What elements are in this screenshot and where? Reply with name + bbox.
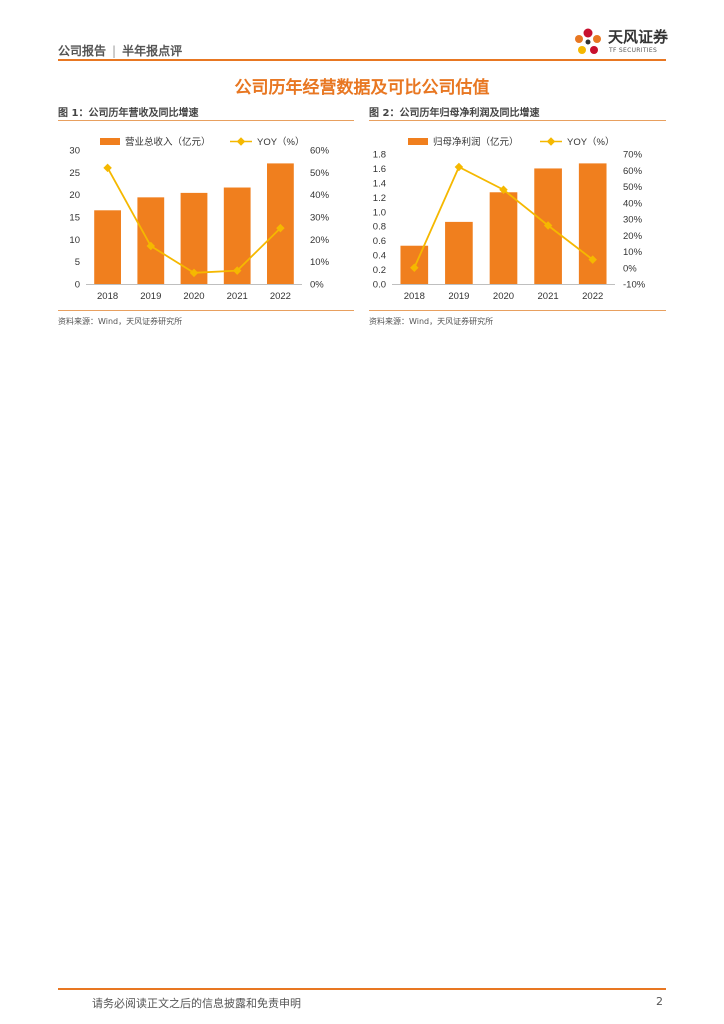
fig2-right-tick-label: 30%	[623, 215, 643, 226]
section-title: 公司历年经营数据及可比公司估值	[234, 78, 490, 98]
figure-2-top-rule	[369, 120, 666, 121]
fig1-legend-bar-label: 营业总收入（亿元）	[125, 136, 211, 148]
flower-logo-icon	[575, 28, 601, 54]
fig2-left-tick-label: 0.6	[373, 236, 386, 247]
fig1-category-label: 2022	[270, 291, 291, 302]
fig1-left-tick-label: 15	[69, 213, 80, 224]
fig1-category-label: 2021	[227, 291, 248, 302]
fig2-yoy-point	[543, 221, 553, 230]
fig2-left-tick-label: 0.8	[373, 222, 386, 233]
fig1-right-tick-label: 20%	[310, 235, 330, 246]
fig1-left-tick-label: 30	[69, 146, 80, 157]
fig2-category-label: 2021	[538, 291, 559, 302]
figure-1-top-rule	[58, 120, 354, 121]
fig1-right-tick-label: 50%	[310, 168, 330, 179]
fig1-category-label: 2018	[97, 291, 118, 302]
brand-logo: 天风证券 TF SECURITIES	[570, 24, 670, 60]
fig2-legend-line-marker	[546, 137, 556, 146]
fig1-right-tick-label: 10%	[310, 257, 330, 268]
fig2-legend-bar-label: 归母净利润（亿元）	[433, 136, 519, 148]
fig2-right-tick-label: 60%	[623, 166, 643, 177]
fig2-yoy-point	[588, 255, 597, 264]
fig1-category-label: 2020	[183, 291, 204, 302]
fig2-right-tick-label: 0%	[623, 263, 637, 274]
fig2-right-tick-label: 20%	[623, 231, 643, 242]
disclaimer-text: 请务必阅读正文之后的信息披露和免责申明	[92, 997, 301, 1010]
fig1-bar	[94, 210, 121, 284]
fig2-yoy-point	[410, 263, 419, 272]
report-header: 公司报告 | 半年报点评	[58, 42, 182, 59]
fig2-category-label: 2020	[493, 291, 514, 302]
fig2-yoy-point	[454, 162, 464, 172]
fig1-right-tick-label: 30%	[310, 213, 330, 224]
fig1-bar	[267, 163, 294, 284]
fig2-right-tick-label: 10%	[623, 247, 643, 258]
fig2-left-tick-label: 0.0	[373, 280, 386, 291]
fig1-left-tick-label: 0	[75, 280, 80, 291]
footer-rule	[58, 988, 666, 990]
fig2-category-label: 2019	[448, 291, 469, 302]
fig2-category-label: 2022	[582, 291, 603, 302]
fig2-right-tick-label: 70%	[623, 150, 643, 161]
fig2-category-label: 2018	[404, 291, 425, 302]
fig1-yoy-point	[146, 241, 156, 251]
fig2-bar	[578, 163, 607, 284]
doc-type-label: 公司报告	[58, 44, 107, 58]
fig1-yoy-point	[232, 266, 242, 275]
figure-1-bottom-rule	[58, 310, 354, 311]
fig2-left-tick-label: 1.6	[373, 164, 386, 175]
fig1-right-tick-label: 0%	[310, 280, 324, 291]
report-type-label: 半年报点评	[122, 44, 183, 58]
fig1-right-tick-label: 60%	[310, 146, 330, 157]
figure-1-chart: 营业总收入（亿元） YOY（%） 0 5 10 15 20 25 30 0% 10% 20% 30% 40…	[69, 136, 330, 302]
fig1-legend-line-marker	[236, 137, 246, 146]
fig2-left-tick-label: 1.8	[373, 150, 386, 161]
fig1-category-label: 2019	[140, 291, 161, 302]
brand-name-en: TF SECURITIES	[609, 47, 658, 54]
fig1-legend-line-label: YOY（%）	[257, 136, 305, 148]
fig2-yoy-point	[499, 185, 508, 194]
fig2-left-tick-label: 1.0	[373, 207, 386, 218]
fig1-left-tick-label: 20	[69, 190, 80, 201]
fig2-left-tick-label: 1.4	[373, 178, 386, 189]
fig1-yoy-point	[276, 223, 285, 233]
brand-name: 天风证券	[608, 28, 669, 46]
fig1-left-tick-label: 5	[75, 257, 80, 268]
fig2-right-tick-label: -10%	[623, 280, 646, 291]
figure-2-chart: 归母净利润（亿元） YOY（%） 0.0 0.2 0.4 0.6 0.8 1.0 1.2 1.4 1…	[373, 136, 646, 302]
fig1-left-tick-label: 10	[69, 235, 80, 246]
fig1-legend-bar-swatch	[100, 138, 120, 145]
figure-2-source: 资料来源：Wind，天风证券研究所	[369, 317, 494, 326]
fig1-right-tick-label: 40%	[310, 190, 330, 201]
fig2-bar	[489, 192, 518, 284]
figure-1-source: 资料来源：Wind，天风证券研究所	[58, 317, 183, 326]
fig2-bar	[445, 221, 473, 284]
fig2-right-tick-label: 50%	[623, 182, 643, 193]
header-separator: |	[112, 44, 117, 58]
fig1-bar	[137, 197, 165, 284]
figure-1-title: 图 1：公司历年营收及同比增速	[58, 108, 199, 119]
fig2-legend-line-label: YOY（%）	[567, 136, 615, 148]
fig2-left-tick-label: 0.4	[373, 251, 386, 262]
fig1-left-tick-label: 25	[69, 168, 80, 179]
page-number: 2	[656, 995, 663, 1008]
fig1-yoy-point	[189, 268, 199, 278]
header-rule	[58, 59, 666, 61]
fig2-left-tick-label: 1.2	[373, 193, 386, 204]
fig1-yoy-point	[103, 163, 112, 173]
figure-2-title: 图 2：公司历年归母净利润及同比增速	[369, 108, 540, 119]
fig2-right-tick-label: 40%	[623, 198, 643, 209]
figure-2-bottom-rule	[369, 310, 666, 311]
fig2-legend-bar-swatch	[408, 138, 428, 145]
fig2-left-tick-label: 0.2	[373, 265, 386, 276]
